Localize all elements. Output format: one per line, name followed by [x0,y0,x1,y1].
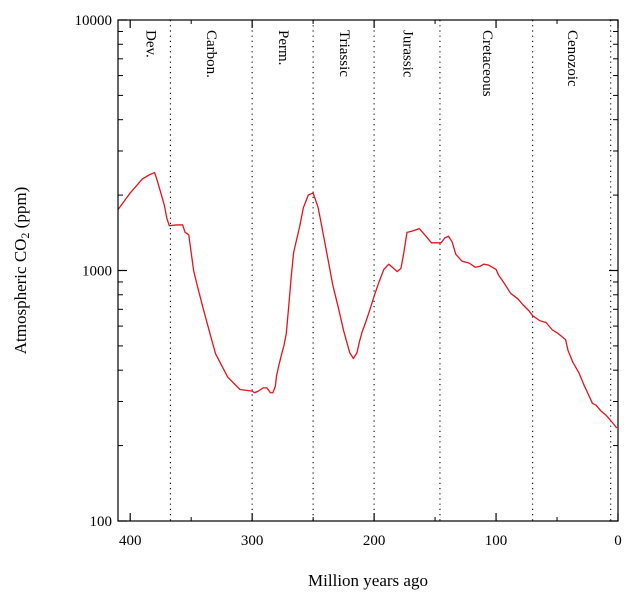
y-tick-label: 10000 [75,13,113,29]
period-label: Triassic [336,30,352,77]
x-tick-label: 200 [363,533,386,549]
period-boundaries [169,20,612,521]
x-tick-label: 400 [119,533,142,549]
co2-series-line [117,171,618,429]
y-axis-title-subscript: 2 [18,233,32,239]
period-label: Cenozoic [564,30,580,87]
y-axis: 100 1000 10000 [75,13,618,530]
y-axis-title-unit: (ppm) [11,187,30,233]
y-tick-label: 1000 [82,264,112,280]
period-label: Cretaceous [479,30,495,97]
period-label: Dev. [142,30,158,58]
y-tick-label: 100 [90,514,113,530]
y-axis-title: Atmospheric CO2 (ppm) [11,187,32,354]
period-label: Jurassic [400,30,416,78]
period-label: Carbon. [203,30,219,78]
x-axis-title: Million years ago [308,571,428,590]
x-tick-label: 100 [485,533,508,549]
x-axis: 400 300 200 100 0 [119,20,622,549]
period-label: Perm. [275,30,291,65]
y-axis-title-main: Atmospheric CO [11,239,30,355]
x-tick-label: 0 [614,533,622,549]
x-tick-label: 300 [241,533,264,549]
period-labels: Dev. Carbon. Perm. Triassic Jurassic Cretaceo… [142,30,580,97]
